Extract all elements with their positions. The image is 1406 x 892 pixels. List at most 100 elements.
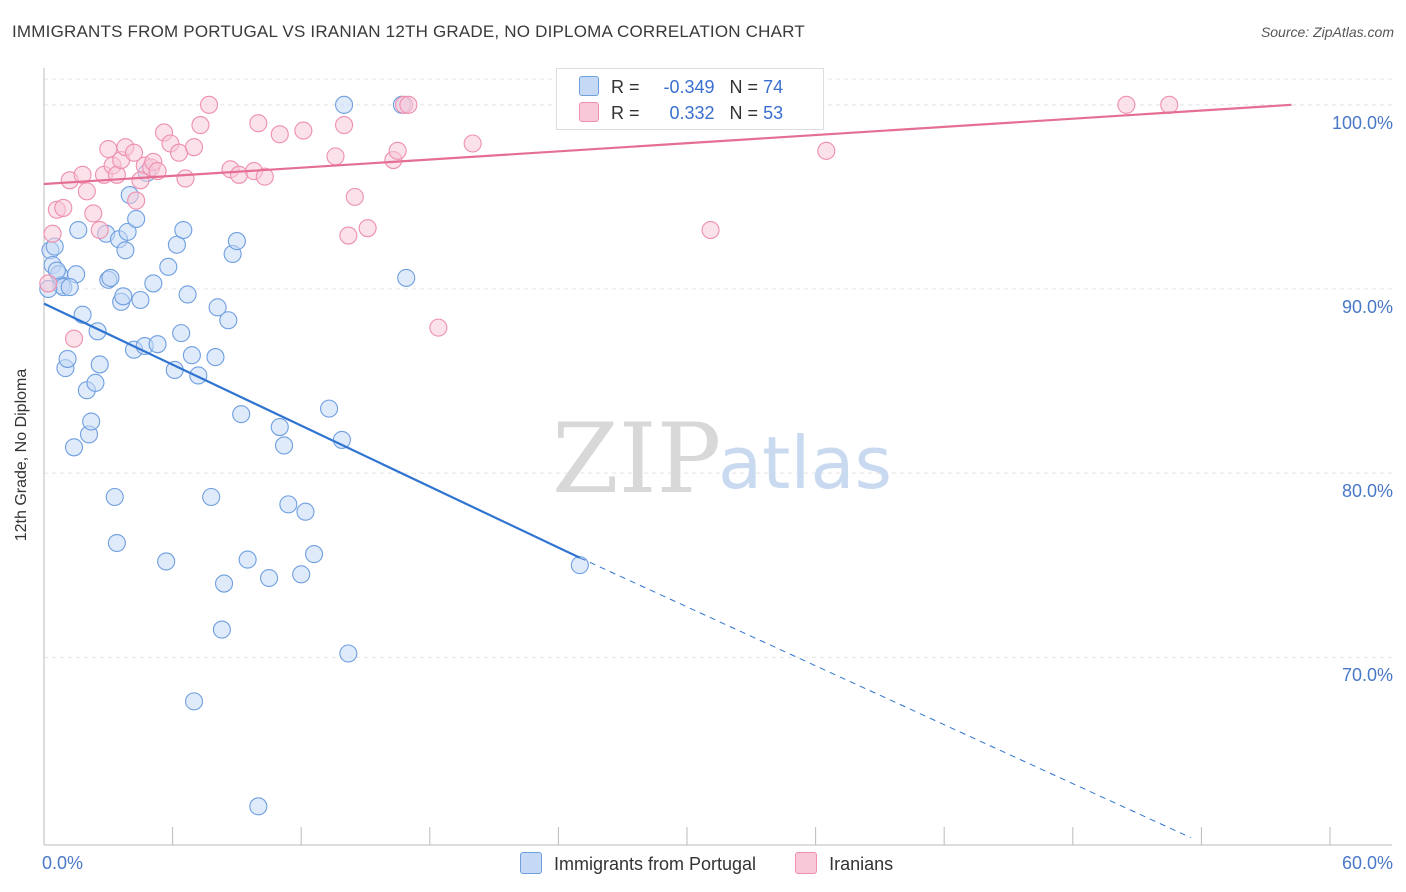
data-point xyxy=(157,552,176,571)
data-point xyxy=(86,373,105,392)
data-point xyxy=(58,349,77,368)
data-point xyxy=(107,533,126,553)
data-point xyxy=(169,143,189,162)
data-point xyxy=(47,261,66,280)
data-point xyxy=(270,417,289,437)
source-label: Source: ZipAtlas.com xyxy=(1260,24,1394,40)
data-point xyxy=(184,138,204,157)
legend-label-portugal: Immigrants from Portugal xyxy=(554,854,757,874)
legend-r-label: R = xyxy=(611,77,640,97)
data-point xyxy=(118,222,137,241)
data-point xyxy=(174,220,193,240)
legend-swatch-iranians xyxy=(795,852,818,874)
series-iranians xyxy=(39,95,1179,348)
data-point xyxy=(124,143,144,162)
legend-n-label: N = xyxy=(729,103,759,123)
legend-item-portugal[interactable]: Immigrants from Portugal xyxy=(520,852,756,875)
data-point xyxy=(305,545,324,564)
y-tick-label: 70.0% xyxy=(1342,665,1393,685)
series-legend: Immigrants from Portugal Iranians xyxy=(520,852,927,875)
data-point xyxy=(43,224,62,243)
chart-title: IMMIGRANTS FROM PORTUGAL VS IRANIAN 12TH… xyxy=(12,22,805,41)
data-point xyxy=(77,182,96,201)
legend-n-iranians: 53 xyxy=(763,103,784,123)
data-point xyxy=(39,274,58,293)
data-point xyxy=(148,335,167,354)
legend-row-iranians: R = 0.332 N = 53 xyxy=(579,102,783,126)
data-point xyxy=(339,226,358,245)
data-point xyxy=(249,797,268,816)
data-point xyxy=(817,141,836,160)
watermark-atlas: atlas xyxy=(718,421,892,505)
trend-line-iranians xyxy=(43,103,1292,186)
data-point xyxy=(388,141,407,160)
data-point xyxy=(339,644,358,663)
data-point xyxy=(73,165,92,184)
data-point xyxy=(219,311,238,330)
data-point xyxy=(249,114,268,133)
legend-row-portugal: R = -0.349 N = 74 xyxy=(579,76,783,100)
data-point xyxy=(105,487,124,507)
x-tick-label: 0.0% xyxy=(42,853,83,873)
stats-legend: R = -0.349 N = 74 R = 0.332 N = 53 xyxy=(556,68,824,130)
data-point xyxy=(202,487,221,507)
data-point xyxy=(570,556,589,575)
data-point xyxy=(238,550,257,569)
data-point xyxy=(275,436,294,455)
data-point xyxy=(270,125,289,144)
data-point xyxy=(127,191,146,210)
data-point xyxy=(90,355,109,374)
legend-swatch-iranians xyxy=(579,102,599,122)
data-point xyxy=(701,220,720,240)
grid-lines xyxy=(44,78,1392,658)
data-point xyxy=(199,95,219,114)
legend-n-portugal: 74 xyxy=(763,77,784,97)
legend-item-iranians[interactable]: Iranians xyxy=(795,852,893,875)
data-point xyxy=(101,268,120,287)
data-point xyxy=(399,95,418,114)
data-point xyxy=(335,116,354,135)
trend-line-portugal xyxy=(43,302,581,559)
data-point xyxy=(294,121,313,140)
data-point xyxy=(116,241,135,260)
data-point xyxy=(227,232,246,251)
trend-line-extension xyxy=(579,557,1191,839)
data-point xyxy=(90,220,109,240)
data-point xyxy=(178,285,197,304)
legend-swatch-portugal xyxy=(579,76,599,96)
data-point xyxy=(320,399,339,418)
data-point xyxy=(191,116,210,135)
data-point xyxy=(229,165,249,184)
data-point xyxy=(345,187,364,206)
y-tick-label: 90.0% xyxy=(1342,297,1393,317)
data-point xyxy=(131,171,150,190)
data-point xyxy=(127,209,146,229)
data-point xyxy=(335,95,354,114)
legend-r-label: R = xyxy=(611,103,640,123)
legend-swatch-portugal xyxy=(520,852,542,874)
data-point xyxy=(60,278,79,297)
y-tick-label: 100.0% xyxy=(1332,113,1393,133)
axes xyxy=(43,68,1392,846)
data-point xyxy=(1117,95,1136,114)
data-point xyxy=(82,412,101,431)
data-point xyxy=(84,204,103,223)
data-point xyxy=(54,198,73,217)
watermark-zip: ZIP xyxy=(552,403,721,515)
legend-r-portugal: -0.349 xyxy=(663,77,715,97)
legend-r-iranians: 0.332 xyxy=(669,103,715,123)
watermark: ZIP atlas xyxy=(552,403,892,515)
x-tick-label: 60.0% xyxy=(1342,853,1393,873)
data-point xyxy=(255,167,274,186)
data-point xyxy=(64,329,84,348)
data-point xyxy=(1160,95,1179,114)
data-point xyxy=(64,438,84,457)
trend-lines xyxy=(43,103,1292,839)
data-point xyxy=(397,268,416,287)
data-point xyxy=(182,346,201,365)
data-point xyxy=(259,568,279,588)
data-point xyxy=(69,220,88,240)
data-point xyxy=(131,290,150,310)
data-point xyxy=(73,305,92,324)
data-point xyxy=(189,366,208,385)
